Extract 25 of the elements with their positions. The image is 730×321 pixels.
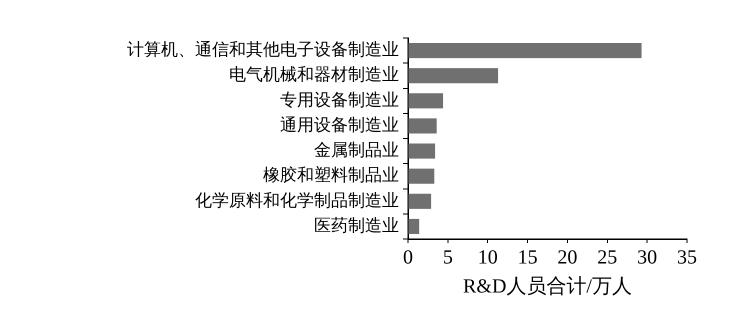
y-tick-label: 金属制品业 bbox=[314, 140, 399, 160]
x-tick-label: 10 bbox=[478, 246, 498, 268]
y-tick-label: 医药制造业 bbox=[314, 216, 399, 235]
bar bbox=[408, 194, 432, 209]
y-tick-label: 通用设备制造业 bbox=[280, 115, 399, 134]
bar bbox=[408, 68, 498, 84]
bar bbox=[408, 118, 437, 134]
bar bbox=[408, 168, 434, 184]
x-tick-label: 25 bbox=[597, 246, 618, 268]
y-tick-label: 专用设备制造业 bbox=[280, 90, 399, 110]
bar bbox=[408, 93, 444, 108]
x-tick-label: 35 bbox=[677, 246, 697, 268]
y-tick-label: 计算机、通信和其他电子设备制造业 bbox=[127, 40, 399, 60]
y-tick-label: 橡胶和塑料制品业 bbox=[263, 166, 399, 185]
x-axis-title: R&D人员合计/万人 bbox=[463, 275, 632, 298]
x-tick-label: 15 bbox=[518, 246, 538, 268]
y-tick-label: 化学原料和化学制品制造业 bbox=[195, 190, 399, 210]
x-tick-label: 30 bbox=[637, 246, 658, 268]
bar bbox=[408, 43, 642, 58]
x-tick-label: 0 bbox=[403, 246, 413, 268]
x-tick-label: 5 bbox=[442, 246, 453, 268]
bar bbox=[408, 218, 420, 234]
y-tick-label: 电气机械和器材制造业 bbox=[229, 65, 399, 84]
x-tick-label: 20 bbox=[557, 246, 578, 268]
bar bbox=[408, 144, 436, 159]
